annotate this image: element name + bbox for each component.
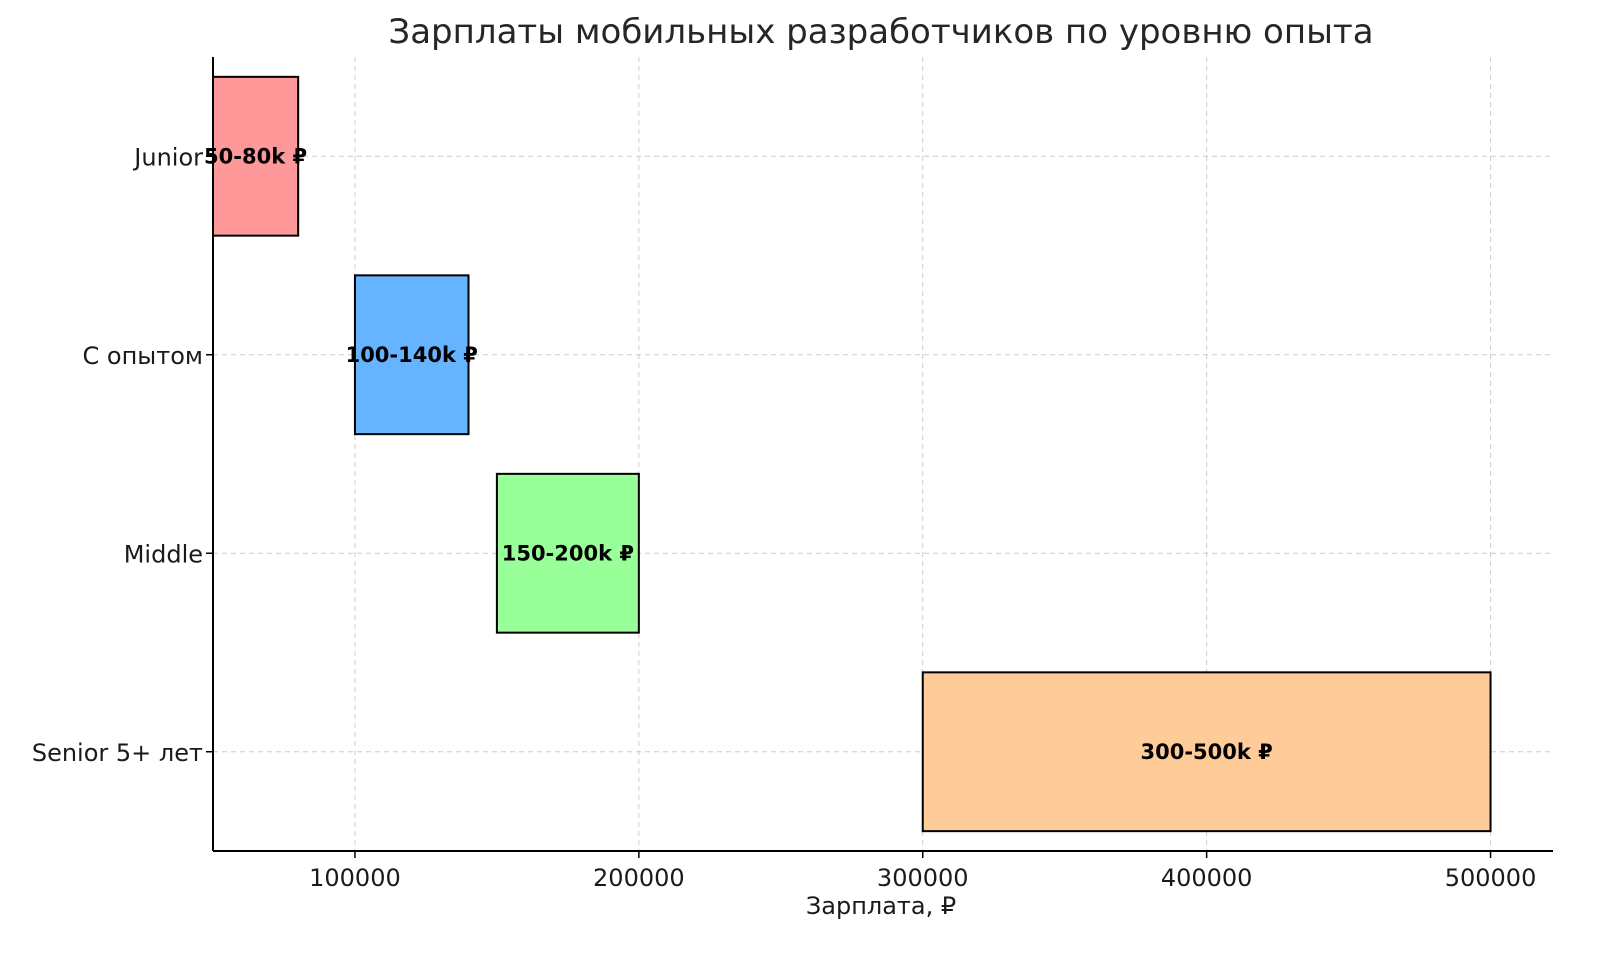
x-tick-label: 300000 — [877, 864, 969, 892]
x-tick-label: 100000 — [309, 864, 401, 892]
salary-range-bar — [353, 274, 470, 436]
x-tick-label: 500000 — [1445, 864, 1537, 892]
category-label: Middle — [124, 540, 203, 568]
chart-title: Зарплаты мобильных разработчиков по уров… — [388, 12, 1373, 52]
bar-value-label: 100-140k ₽ — [346, 343, 478, 367]
salary-range-bar — [495, 472, 640, 634]
x-tick-label: 200000 — [593, 864, 685, 892]
salary-range-bar — [921, 671, 1492, 833]
bars: 50-80k ₽ 100-140k ₽ 150-200k ₽ 300-500k ₽ — [204, 75, 1492, 833]
category-label: Senior 5+ лет — [32, 739, 203, 767]
category-label: С опытом — [83, 342, 203, 370]
category-label: Junior — [132, 143, 203, 171]
salary-range-bar — [212, 75, 300, 237]
bar-value-label: 300-500k ₽ — [1141, 740, 1273, 764]
ticks: 100000 200000 300000 400000 500000 Junior С оп… — [32, 143, 1537, 892]
x-axis-title: Зарплата, ₽ — [806, 892, 956, 920]
bar-value-label: 50-80k ₽ — [204, 144, 307, 168]
bar-value-label: 150-200k ₽ — [502, 541, 634, 565]
x-tick-label: 400000 — [1161, 864, 1253, 892]
